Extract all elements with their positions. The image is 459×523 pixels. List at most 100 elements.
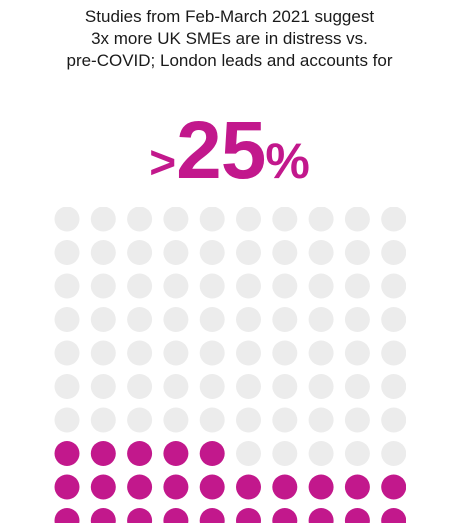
waffle-dot-filled	[344, 474, 370, 500]
waffle-dot-filled	[272, 474, 298, 500]
waffle-dot-empty	[199, 273, 225, 299]
waffle-dot-empty	[381, 273, 406, 299]
waffle-dot-empty	[272, 273, 298, 299]
waffle-dot-filled	[199, 474, 225, 500]
waffle-dot-empty	[236, 407, 261, 433]
waffle-dot-empty	[236, 307, 261, 332]
waffle-dot-empty	[381, 340, 406, 366]
waffle-dot-empty	[272, 441, 298, 466]
waffle-dot-filled	[381, 508, 406, 523]
waffle-dot-empty	[90, 240, 116, 265]
waffle-dot-empty	[236, 240, 261, 265]
waffle-dot-empty	[236, 207, 261, 232]
headline-line-1: Studies from Feb-March 2021 suggest	[84, 7, 375, 26]
waffle-dot-empty	[54, 207, 80, 232]
waffle-dot-empty	[344, 374, 370, 399]
waffle-dot-empty	[127, 407, 153, 433]
waffle-dot-empty	[381, 441, 406, 466]
waffle-dot-empty	[308, 240, 334, 265]
waffle-dot-empty	[199, 374, 225, 399]
waffle-dot-filled	[308, 508, 334, 523]
waffle-dot-empty	[163, 340, 189, 366]
waffle-dot-filled	[127, 508, 153, 523]
waffle-dot-empty	[54, 340, 80, 366]
waffle-dot-empty	[236, 273, 261, 299]
waffle-dot-empty	[381, 207, 406, 232]
waffle-dot-empty	[272, 407, 298, 433]
waffle-dot-empty	[308, 374, 334, 399]
waffle-dot-empty	[54, 273, 80, 299]
headline-line-3: pre-COVID; London leads and accounts for	[66, 51, 393, 70]
waffle-dot-empty	[272, 240, 298, 265]
waffle-dot-filled	[236, 508, 261, 523]
waffle-dot-empty	[127, 240, 153, 265]
waffle-dot-empty	[308, 307, 334, 332]
headline-line-2: 3x more UK SMEs are in distress vs.	[91, 29, 368, 48]
waffle-dot-filled	[308, 474, 334, 500]
waffle-dot-empty	[163, 240, 189, 265]
waffle-dot-empty	[54, 407, 80, 433]
waffle-dot-filled	[90, 441, 116, 466]
waffle-dot-empty	[163, 307, 189, 332]
waffle-dot-empty	[163, 374, 189, 399]
stat-prefix: >	[149, 136, 177, 188]
big-stat: >25%	[0, 104, 459, 198]
waffle-dot-empty	[54, 374, 80, 399]
waffle-dot-empty	[199, 340, 225, 366]
waffle-dot-empty	[381, 374, 406, 399]
waffle-dot-filled	[90, 474, 116, 500]
waffle-dot-empty	[236, 441, 261, 466]
waffle-dot-empty	[381, 240, 406, 265]
waffle-dot-filled	[236, 474, 261, 500]
waffle-dot-filled	[163, 441, 189, 466]
waffle-dot-empty	[127, 340, 153, 366]
waffle-dot-empty	[199, 407, 225, 433]
waffle-dot-empty	[308, 407, 334, 433]
waffle-dot-empty	[199, 307, 225, 332]
waffle-dot-empty	[90, 207, 116, 232]
waffle-dot-empty	[90, 407, 116, 433]
waffle-dot-filled	[381, 474, 406, 500]
waffle-dot-empty	[344, 307, 370, 332]
stat-number: 25	[176, 105, 266, 196]
waffle-dot-empty	[344, 207, 370, 232]
waffle-dot-empty	[236, 340, 261, 366]
stat-suffix: %	[265, 133, 310, 189]
waffle-dot-filled	[199, 508, 225, 523]
waffle-dot-empty	[163, 273, 189, 299]
waffle-dot-empty	[90, 307, 116, 332]
waffle-dot-empty	[127, 207, 153, 232]
waffle-dot-empty	[90, 273, 116, 299]
waffle-chart	[54, 207, 406, 523]
waffle-dot-empty	[272, 307, 298, 332]
waffle-dot-empty	[54, 307, 80, 332]
waffle-dot-empty	[308, 273, 334, 299]
waffle-dot-empty	[308, 207, 334, 232]
waffle-dot-empty	[344, 340, 370, 366]
waffle-dot-empty	[199, 240, 225, 265]
waffle-dot-empty	[308, 441, 334, 466]
waffle-dot-filled	[90, 508, 116, 523]
waffle-dot-empty	[344, 441, 370, 466]
waffle-dot-empty	[381, 407, 406, 433]
waffle-dot-empty	[272, 207, 298, 232]
waffle-dot-empty	[127, 273, 153, 299]
waffle-dot-empty	[344, 273, 370, 299]
waffle-dot-empty	[344, 407, 370, 433]
waffle-dot-empty	[199, 207, 225, 232]
headline: Studies from Feb-March 2021 suggest 3x m…	[0, 6, 459, 72]
waffle-dot-filled	[199, 441, 225, 466]
waffle-dot-filled	[344, 508, 370, 523]
waffle-dot-empty	[236, 374, 261, 399]
waffle-dot-filled	[272, 508, 298, 523]
waffle-dot-empty	[272, 340, 298, 366]
waffle-dot-empty	[90, 340, 116, 366]
waffle-dot-empty	[272, 374, 298, 399]
waffle-dot-filled	[54, 474, 80, 500]
waffle-dot-filled	[163, 474, 189, 500]
waffle-dot-empty	[163, 407, 189, 433]
waffle-dot-filled	[54, 441, 80, 466]
waffle-dot-filled	[54, 508, 80, 523]
waffle-dot-empty	[90, 374, 116, 399]
waffle-dot-filled	[163, 508, 189, 523]
